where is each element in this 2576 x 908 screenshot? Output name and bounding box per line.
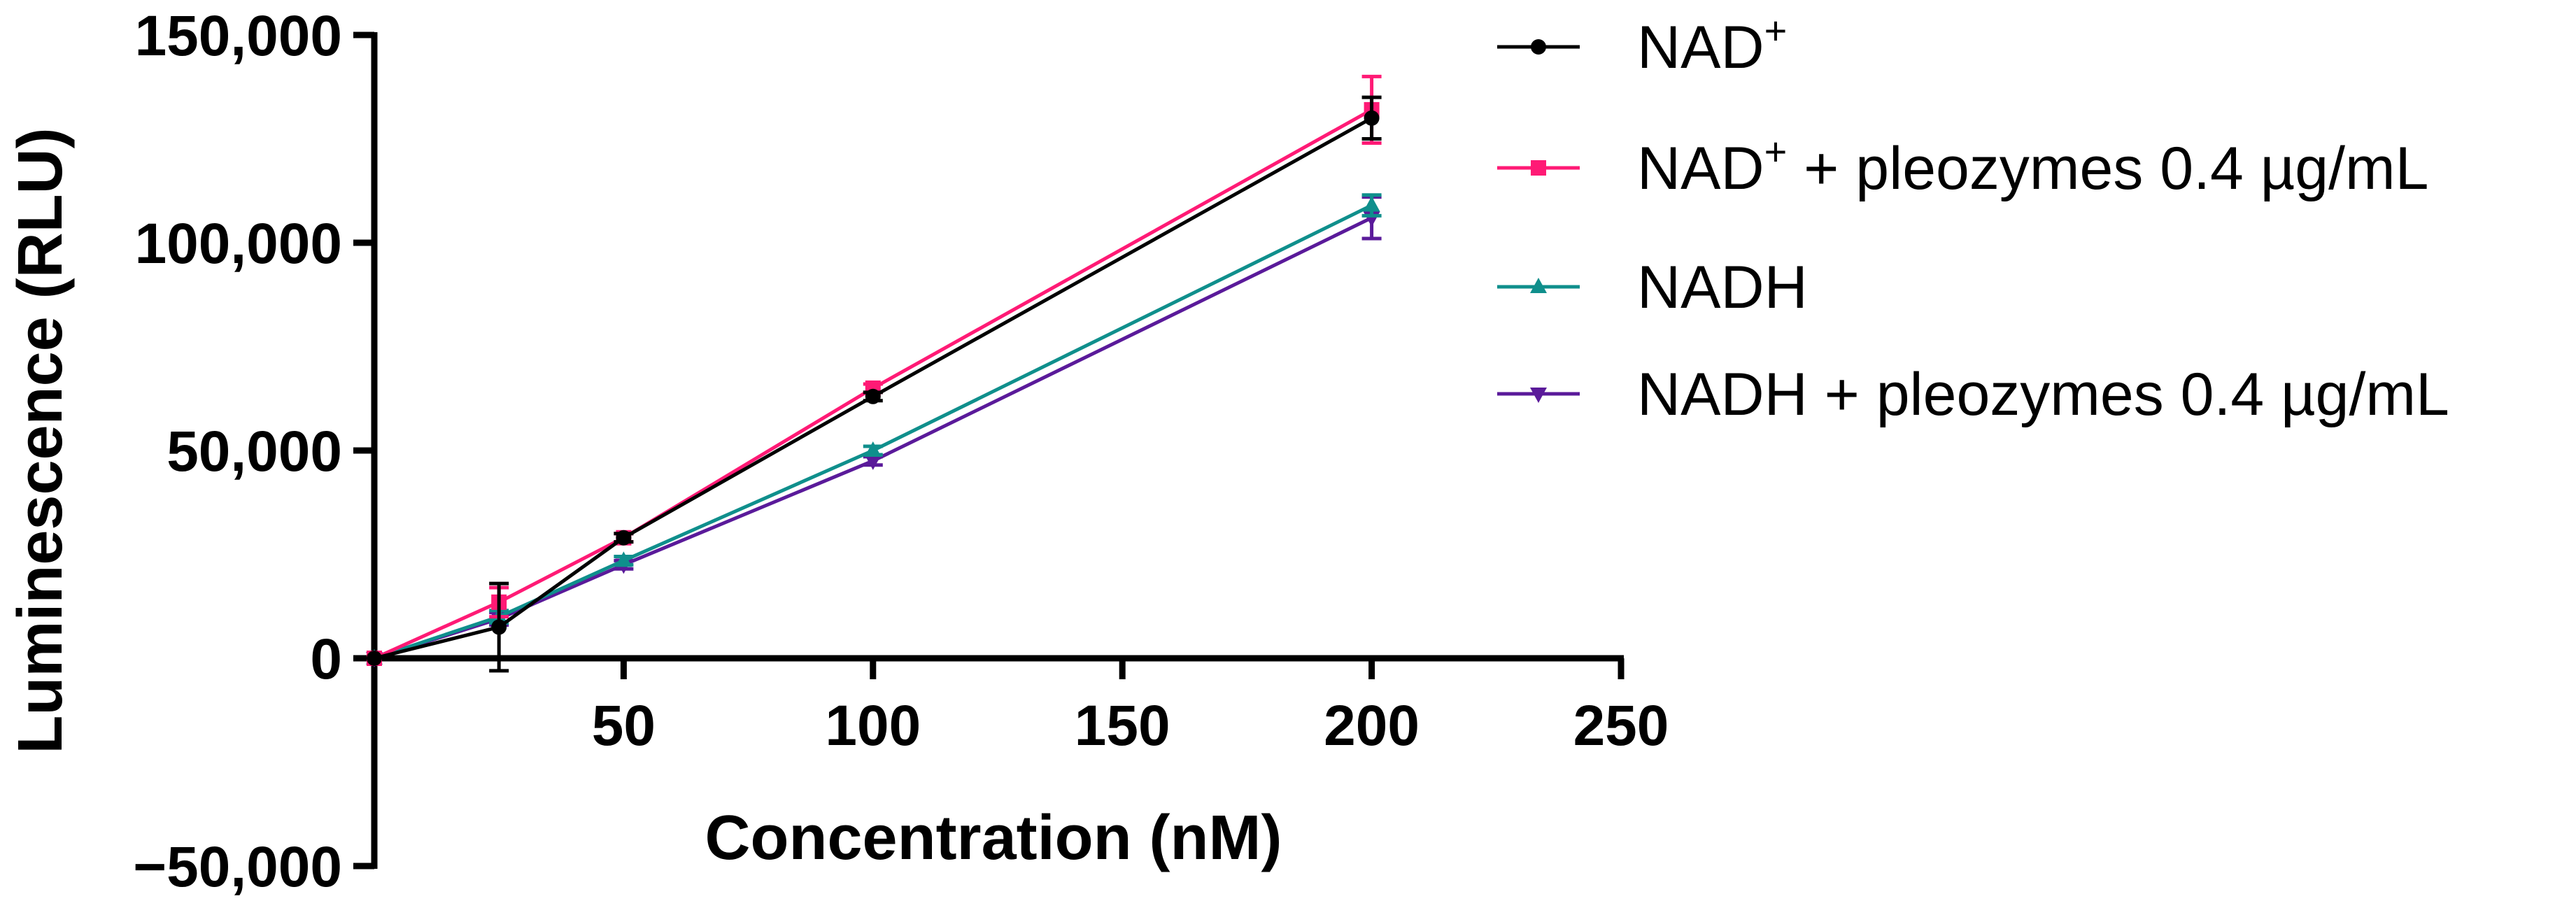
data-point [864, 441, 882, 457]
legend-label: NAD+ + pleozymes 0.4 µg/mL [1637, 129, 2428, 202]
legend-label-superscript: + [1764, 8, 1788, 52]
x-axis-title: Concentration (nM) [705, 803, 1282, 873]
legend-label-rest: + pleozymes 0.4 µg/mL [1787, 135, 2428, 202]
series-0 [367, 95, 1382, 673]
x-ticks: 50 100 150 200 250 [592, 658, 1669, 758]
legend-label-main: NADH + pleozymes 0.4 µg/mL [1637, 361, 2449, 428]
data-point [1363, 196, 1380, 212]
series-line [374, 216, 1373, 660]
data-point [615, 551, 632, 567]
axes: 150,000 100,000 50,000 0 −50,000 50 100 150 200… [133, 4, 1669, 899]
data-point [864, 454, 882, 470]
legend-label-main: NAD [1637, 135, 1764, 202]
legend-item: NAD+ + pleozymes 0.4 µg/mL [1497, 129, 2428, 202]
plot-series [366, 74, 1382, 673]
data-point [865, 388, 881, 404]
y-tick-label: 100,000 [135, 212, 342, 276]
data-point [367, 651, 382, 666]
legend-marker [1531, 39, 1546, 55]
legend-label: NAD+ [1637, 8, 1787, 81]
legend-item: NADH + pleozymes 0.4 µg/mL [1497, 361, 2449, 428]
data-point [491, 619, 507, 635]
y-tick-label: 50,000 [167, 420, 342, 483]
legend-label: NADH [1637, 254, 1808, 321]
legend-label-main: NAD [1637, 14, 1764, 81]
series-3 [366, 195, 1382, 667]
data-point [616, 530, 632, 546]
x-tick-label: 100 [825, 694, 921, 758]
legend-item: NADH [1497, 254, 1808, 321]
y-axis-title: Luminescence (RLU) [6, 127, 76, 753]
legend-marker [1531, 160, 1546, 176]
legend-item: NAD+ [1497, 8, 1787, 81]
y-tick-label: 150,000 [135, 4, 342, 68]
y-ticks: 150,000 100,000 50,000 0 −50,000 [133, 4, 374, 899]
y-tick-label: −50,000 [133, 835, 342, 899]
legend-label: NADH + pleozymes 0.4 µg/mL [1637, 361, 2449, 428]
legend-label-main: NADH [1637, 254, 1808, 321]
x-tick-label: 150 [1075, 694, 1170, 758]
series-1 [367, 74, 1382, 666]
data-point [1364, 110, 1380, 126]
x-tick-label: 50 [592, 694, 656, 758]
y-tick-label: 0 [310, 627, 342, 691]
legend-marker [1530, 388, 1547, 403]
legend-marker [1530, 278, 1547, 293]
legend-label-superscript: + [1764, 129, 1788, 173]
x-tick-label: 200 [1324, 694, 1420, 758]
x-tick-label: 250 [1573, 694, 1669, 758]
